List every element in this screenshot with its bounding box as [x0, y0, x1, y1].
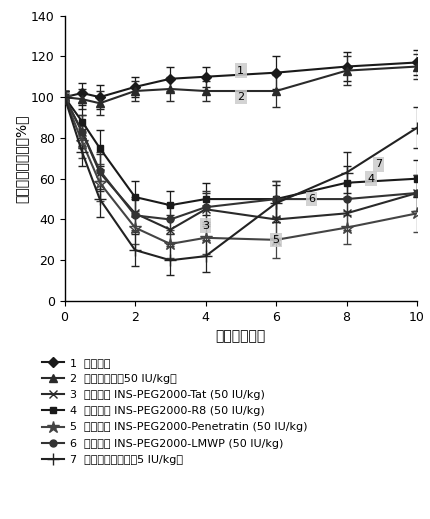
Text: 5: 5: [273, 235, 280, 245]
Y-axis label: 血糖降低百分比（%）: 血糖降低百分比（%）: [14, 114, 28, 202]
Text: 4: 4: [368, 174, 375, 184]
Text: 7: 7: [375, 159, 382, 169]
Legend: 1  生理盐水, 2  胰岛素溶液（50 IU/kg）, 3  回肠给于 INS-PEG2000-Tat (50 IU/kg), 4  回肠给于 INS-PEG: 1 生理盐水, 2 胰岛素溶液（50 IU/kg）, 3 回肠给于 INS-PE…: [42, 358, 307, 465]
Text: 6: 6: [308, 194, 315, 204]
Text: 1: 1: [237, 65, 244, 76]
Text: 2: 2: [237, 92, 244, 102]
X-axis label: 时间（小时）: 时间（小时）: [216, 329, 266, 343]
Text: 3: 3: [202, 221, 209, 230]
